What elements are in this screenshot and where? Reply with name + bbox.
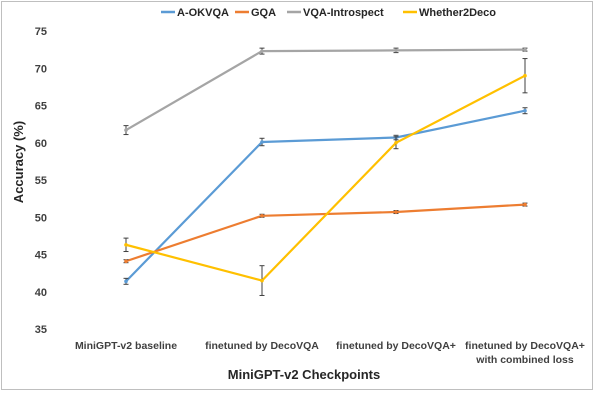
series-gqa	[123, 202, 528, 264]
data-point	[394, 140, 398, 145]
data-point	[124, 128, 128, 132]
data-point	[523, 108, 527, 113]
x-category-label: MiniGPT-v2 baseline	[75, 340, 177, 352]
series-line	[125, 48, 526, 132]
y-tick-label: 35	[35, 324, 47, 336]
series-line	[125, 74, 526, 282]
x-category-line: finetuned by DecoVQA+	[336, 340, 456, 352]
x-axis-title: MiniGPT-v2 Checkpoints	[228, 367, 380, 382]
legend-label: VQA-Introspect	[303, 7, 384, 19]
x-axis-categories: MiniGPT-v2 baseline finetuned by DecoVQA f…	[75, 340, 585, 366]
series-whether2deco	[123, 58, 528, 296]
series-a-okvqa	[123, 107, 528, 285]
y-tick-label: 70	[35, 63, 47, 75]
x-category-line: with combined loss	[475, 354, 574, 366]
legend-label: A-OKVQA	[177, 7, 229, 19]
y-tick-label: 55	[35, 175, 47, 187]
data-point	[124, 243, 128, 247]
series-vqa-introspect	[123, 47, 528, 136]
x-category-label: finetuned by DecoVQA	[205, 340, 319, 352]
legend-label: GQA	[251, 7, 276, 19]
data-point	[394, 48, 398, 53]
legend-item-a-okvqa: A-OKVQA	[161, 7, 229, 19]
legend-item-whether2deco: Whether2Deco	[403, 7, 496, 19]
x-category-line: finetuned by DecoVQA	[205, 340, 319, 352]
series-line	[125, 203, 526, 263]
data-point	[260, 278, 264, 283]
y-tick-label: 60	[35, 138, 47, 150]
legend-item-gqa: GQA	[235, 7, 276, 19]
y-tick-label: 50	[35, 212, 47, 224]
data-point	[523, 73, 527, 78]
x-category-line: finetuned by DecoVQA+	[465, 340, 585, 352]
y-tick-label: 75	[35, 26, 47, 38]
data-point	[124, 279, 128, 284]
legend-label: Whether2Deco	[419, 7, 496, 19]
series-group	[123, 47, 528, 296]
legend-item-vqa-introspect: VQA-Introspect	[287, 7, 384, 19]
line-chart: A-OKVQA GQA VQA-Introspect Whether2Deco 35 4…	[11, 7, 585, 382]
y-tick-label: 65	[35, 101, 47, 113]
data-point	[523, 202, 527, 207]
data-point	[124, 259, 128, 264]
y-axis-title: Accuracy (%)	[11, 121, 26, 203]
x-category-label: finetuned by DecoVQA+	[336, 340, 456, 352]
data-point	[394, 210, 398, 214]
y-tick-label: 45	[35, 250, 47, 262]
x-category-label: finetuned by DecoVQA+ with combined loss	[465, 340, 585, 366]
data-point	[523, 47, 527, 52]
data-point	[260, 140, 264, 144]
data-point	[260, 49, 264, 53]
y-axis-ticks: 35 40 45 50 55 60 65 70 75	[35, 26, 47, 336]
y-tick-label: 40	[35, 287, 47, 299]
legend: A-OKVQA GQA VQA-Introspect Whether2Deco	[161, 7, 496, 19]
series-line	[125, 109, 526, 283]
x-category-line: MiniGPT-v2 baseline	[75, 340, 177, 352]
data-point	[260, 213, 264, 218]
